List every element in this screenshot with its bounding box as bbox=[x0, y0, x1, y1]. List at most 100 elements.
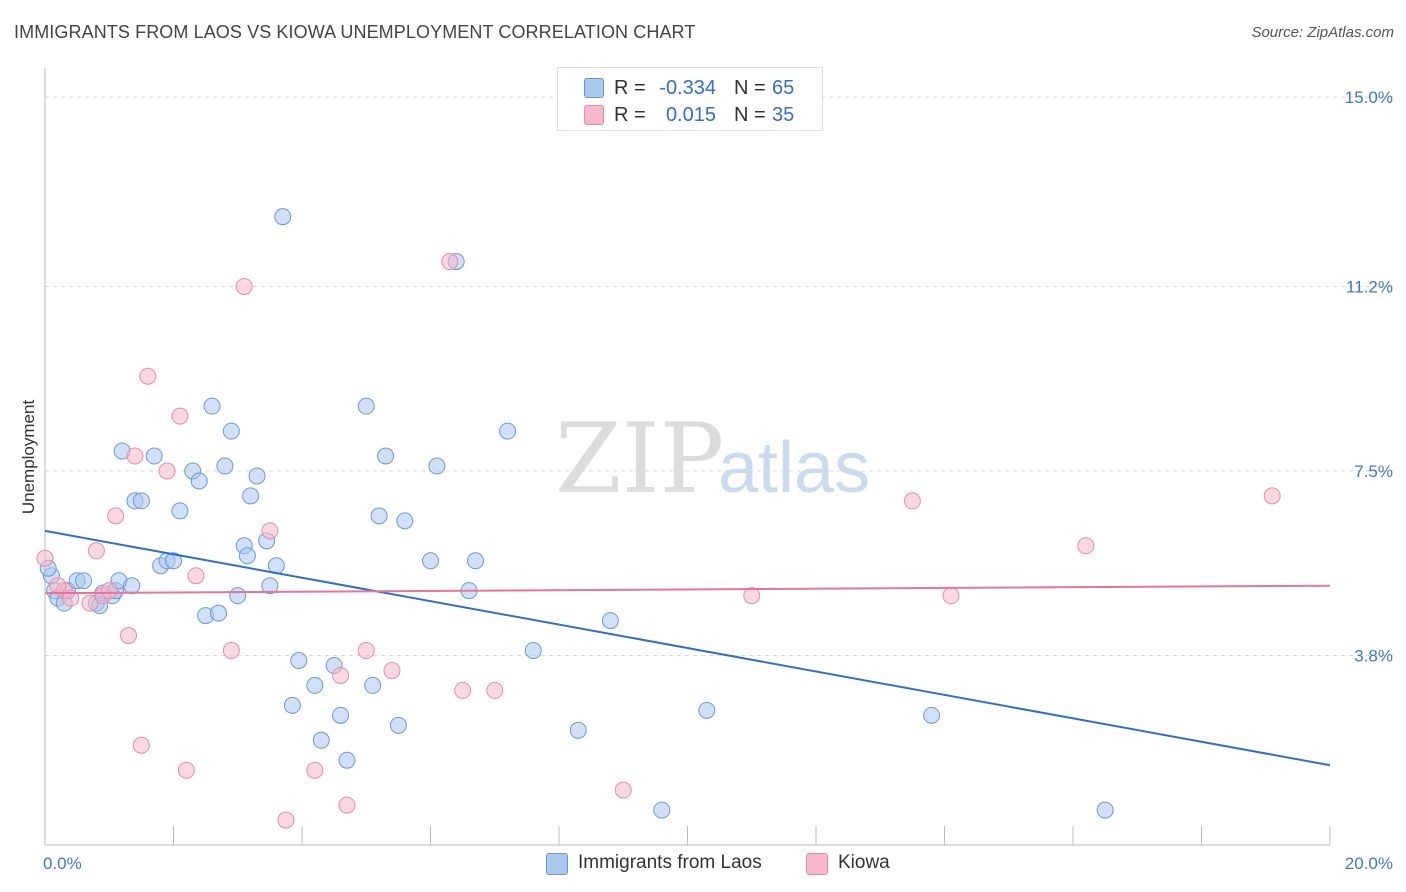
kiowa-point bbox=[36, 549, 54, 567]
legend-swatch-kiowa bbox=[584, 105, 604, 125]
x-tick-label: 20.0% bbox=[1345, 854, 1393, 873]
legend-swatch-laos bbox=[584, 78, 604, 98]
laos-point bbox=[132, 492, 150, 510]
kiowa-point bbox=[1263, 487, 1281, 505]
kiowa-point bbox=[306, 761, 324, 779]
kiowa-point bbox=[454, 681, 472, 699]
laos-point bbox=[203, 397, 221, 415]
laos-point bbox=[698, 701, 716, 719]
laos-point bbox=[216, 457, 234, 475]
legend-swatch-kiowa bbox=[806, 853, 828, 875]
kiowa-point bbox=[62, 589, 80, 607]
kiowa-point bbox=[81, 594, 99, 612]
laos-point bbox=[338, 751, 356, 769]
laos-point bbox=[569, 721, 587, 739]
y-axis-label: Unemployment bbox=[19, 400, 38, 515]
laos-point bbox=[229, 587, 247, 605]
legend-label-kiowa: Kiowa bbox=[838, 852, 890, 873]
kiowa-point bbox=[743, 587, 761, 605]
source-label: Source: ZipAtlas.com bbox=[1251, 24, 1394, 41]
kiowa-point bbox=[107, 507, 125, 525]
kiowa-point bbox=[87, 542, 105, 560]
laos-point bbox=[283, 696, 301, 714]
watermark-atlas: atlas bbox=[718, 428, 870, 508]
laos-point bbox=[370, 507, 388, 525]
laos-point bbox=[428, 457, 446, 475]
laos-point bbox=[653, 801, 671, 819]
data-points bbox=[36, 208, 1281, 829]
kiowa-point bbox=[332, 666, 350, 684]
watermark-zip: ZIP bbox=[555, 403, 724, 515]
grid-lines bbox=[45, 96, 1395, 657]
series-legend: Immigrants from Laos Kiowa bbox=[0, 851, 1406, 877]
laos-point bbox=[123, 577, 141, 595]
laos-point bbox=[306, 676, 324, 694]
laos-point bbox=[209, 604, 227, 622]
kiowa-point bbox=[235, 277, 253, 295]
laos-point bbox=[466, 552, 484, 570]
kiowa-point bbox=[171, 407, 189, 425]
legend-r-label: R = bbox=[614, 104, 646, 126]
laos-trend-line bbox=[44, 529, 1331, 767]
kiowa-trend-line bbox=[44, 584, 1331, 595]
tick-labels: 3.8% 7.5% 11.2% 15.0% 0.0% 20.0% bbox=[43, 88, 1393, 873]
legend-n-value: 65 bbox=[772, 77, 795, 99]
y-tick-label: 7.5% bbox=[1354, 462, 1393, 481]
laos-point bbox=[145, 447, 163, 465]
legend-r-value: -0.334 bbox=[659, 77, 716, 99]
legend-n-label: N = bbox=[734, 104, 766, 126]
laos-point bbox=[222, 422, 240, 440]
laos-point bbox=[923, 706, 941, 724]
laos-point bbox=[312, 731, 330, 749]
kiowa-point bbox=[357, 642, 375, 660]
laos-point bbox=[75, 572, 93, 590]
laos-point bbox=[190, 472, 208, 490]
laos-point bbox=[290, 651, 308, 669]
laos-point bbox=[1096, 801, 1114, 819]
kiowa-point bbox=[614, 781, 632, 799]
kiowa-point bbox=[222, 642, 240, 660]
laos-point bbox=[357, 397, 375, 415]
kiowa-point bbox=[486, 681, 504, 699]
trend-lines bbox=[44, 529, 1331, 767]
laos-point bbox=[422, 552, 439, 570]
kiowa-point bbox=[132, 736, 150, 754]
kiowa-point bbox=[1077, 537, 1095, 555]
kiowa-point bbox=[187, 567, 205, 585]
laos-point bbox=[171, 502, 189, 520]
x-tick-label: 0.0% bbox=[43, 854, 82, 873]
kiowa-point bbox=[126, 447, 144, 465]
y-tick-label: 3.8% bbox=[1354, 647, 1393, 666]
y-tick-label: 15.0% bbox=[1345, 88, 1393, 107]
kiowa-point bbox=[261, 522, 279, 540]
kiowa-point bbox=[277, 811, 295, 829]
kiowa-point bbox=[120, 627, 138, 645]
laos-point bbox=[524, 642, 542, 660]
legend-n-label: N = bbox=[734, 77, 766, 99]
kiowa-point bbox=[177, 761, 195, 779]
laos-point bbox=[377, 447, 395, 465]
laos-point bbox=[274, 208, 292, 226]
correlation-legend: R = -0.334 N = 65 R = 0.015 N = 35 bbox=[557, 67, 823, 131]
laos-point bbox=[261, 577, 279, 595]
kiowa-point bbox=[383, 661, 401, 679]
kiowa-point bbox=[158, 462, 176, 480]
laos-point bbox=[165, 552, 182, 570]
laos-point bbox=[242, 487, 260, 505]
kiowa-point bbox=[903, 492, 921, 510]
kiowa-point bbox=[139, 367, 157, 385]
legend-r-value: 0.015 bbox=[665, 104, 716, 126]
laos-point bbox=[364, 676, 382, 694]
kiowa-point bbox=[100, 582, 118, 600]
chart-title: IMMIGRANTS FROM LAOS VS KIOWA UNEMPLOYME… bbox=[14, 22, 696, 42]
laos-point bbox=[601, 612, 619, 630]
legend-n-value: 35 bbox=[772, 104, 795, 126]
laos-point bbox=[389, 716, 407, 734]
laos-point bbox=[238, 547, 256, 565]
laos-point bbox=[499, 422, 517, 440]
axes: Unemployment bbox=[19, 68, 1331, 846]
legend-swatch-laos bbox=[546, 853, 568, 875]
legend-r-label: R = bbox=[614, 77, 646, 99]
y-tick-label: 11.2% bbox=[1346, 277, 1393, 296]
